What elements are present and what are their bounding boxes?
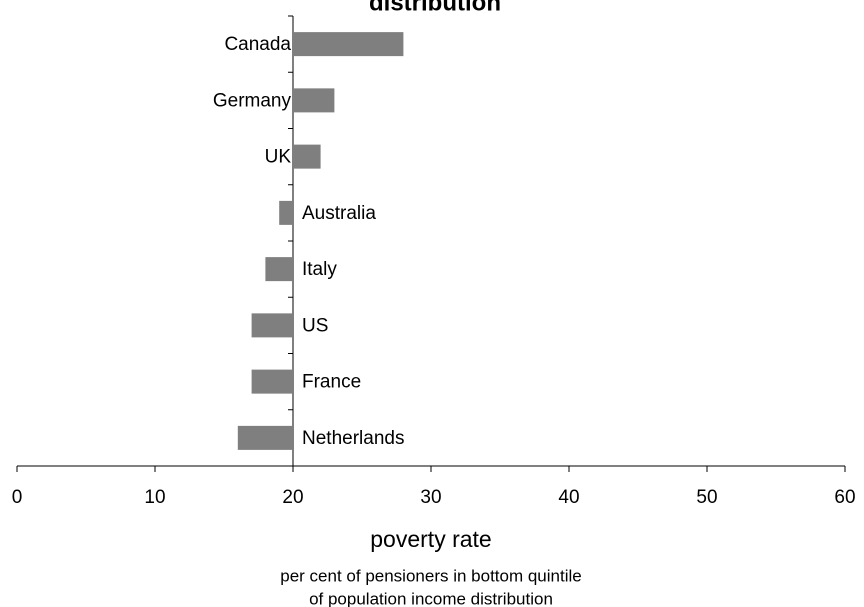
x-tick-label: 60 <box>834 487 855 508</box>
y-tick-label: Australia <box>302 203 376 224</box>
x-tick-label: 20 <box>282 487 303 508</box>
bar <box>279 200 293 225</box>
x-tick-label: 40 <box>558 487 579 508</box>
bar <box>251 313 293 338</box>
bar <box>251 369 293 394</box>
bar <box>293 88 335 113</box>
bar <box>237 425 293 450</box>
bar <box>293 32 404 57</box>
x-tick-label: 50 <box>696 487 717 508</box>
x-axis-subtitle: of population income distribution <box>309 589 553 607</box>
y-tick-label: Netherlands <box>302 428 404 449</box>
y-tick-label: US <box>302 315 328 336</box>
y-tick-label: UK <box>265 147 292 168</box>
y-tick-label: France <box>302 372 361 393</box>
x-tick-label: 30 <box>420 487 441 508</box>
y-tick-label: Italy <box>302 259 337 280</box>
x-axis-title: poverty rate <box>370 526 491 552</box>
y-tick-label: Canada <box>224 34 291 55</box>
x-axis-subtitle: per cent of pensioners in bottom quintil… <box>280 566 581 585</box>
x-tick-label: 0 <box>12 487 23 508</box>
y-tick-label: Germany <box>213 90 292 111</box>
x-tick-label: 10 <box>144 487 165 508</box>
bar <box>293 144 321 169</box>
bar <box>265 257 293 282</box>
chart-title: distribution <box>369 0 501 16</box>
